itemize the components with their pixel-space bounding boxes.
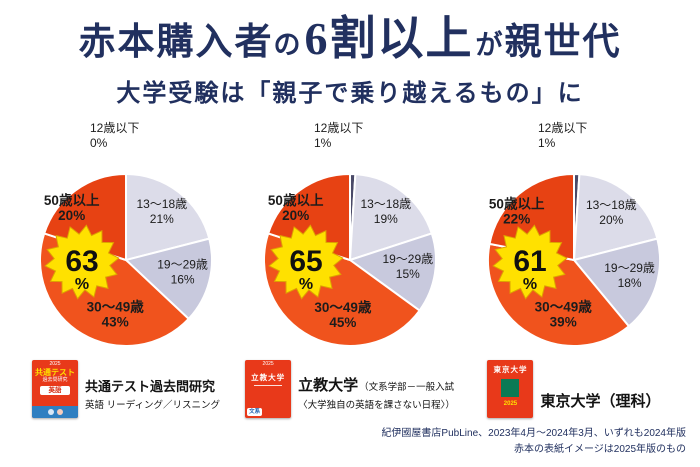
pie-slice-19〜29歳: [572, 237, 661, 328]
title-segment-3: 6割以上: [304, 13, 474, 64]
book-year-label: 2025: [49, 361, 61, 368]
pie-chart-3: 61% 12歳以下 1% 13〜18歳 20% 19〜29歳 18% 30〜49歳 39% 50歳…: [487, 121, 661, 348]
highlight-percent-value: 63: [65, 245, 98, 278]
pie-label-12歳以下: 12歳以下 0%: [90, 121, 139, 150]
highlight-burst: [44, 224, 120, 300]
caption-subtitle-2: 〈大学独自の英語を課さない日程〉）: [298, 400, 455, 412]
highlight-percent-value: 61: [513, 245, 546, 278]
pie-slice-13〜18歳: [125, 173, 211, 262]
pie-slice-13〜18歳: [572, 173, 659, 262]
source-line-1: 紀伊國屋書店PubLine、2023年4月〜2024年3月、いずれも2024年版: [381, 428, 686, 439]
caption-text: 東京大学（理科）: [540, 390, 660, 418]
book-dot-icon: [56, 409, 63, 416]
book-subject-badge: 英語: [40, 386, 70, 396]
book-subtitle-label: 過去問研究: [42, 377, 68, 384]
book-divider: [254, 385, 283, 387]
highlight-percent-sign: %: [75, 276, 89, 293]
pie-label-12歳以下: 12歳以下 1%: [314, 121, 363, 150]
pie-slice-19〜29歳: [123, 237, 214, 321]
title-segment-2: の: [273, 30, 303, 60]
book-title-label: 東京大学: [493, 365, 528, 375]
pie-label-30〜49歳: 30〜49歳 43%: [87, 299, 145, 330]
chart-caption-1: 2025 共通テスト 過去問研究 英語 共通テスト過去問研究 英語 リーディング／リスニン…: [32, 354, 220, 419]
book-dot-icon: [47, 409, 54, 416]
header: 赤本購入者の6割以上が親世代 大学受験は「親子で乗り越えるもの」に: [0, 0, 700, 108]
title-segment-4: が: [475, 30, 505, 60]
pie-label-19〜29歳: 19〜29歳 15%: [382, 252, 433, 281]
highlight-burst: [492, 224, 568, 300]
highlight-percent-value: 65: [289, 245, 322, 278]
pie-label-13〜18歳: 13〜18歳 20%: [586, 198, 637, 227]
caption-text: 共通テスト過去問研究英語 リーディング／リスニング: [85, 376, 220, 418]
pie-label-30〜49歳: 30〜49歳 45%: [314, 299, 372, 330]
pie-label-19〜29歳: 19〜29歳 18%: [604, 261, 655, 290]
book-title-label: 立教大学: [251, 373, 286, 383]
pie-chart-2: 65% 12歳以下 1% 13〜18歳 19% 19〜29歳 15% 30〜49歳 45% 50歳…: [263, 121, 437, 348]
book-green-emblem: [501, 379, 520, 398]
pie-chart-1: 63% 12歳以下 0% 13〜18歳 21% 19〜29歳 16% 30〜49歳 43% 50歳…: [39, 121, 214, 348]
chart-caption-2: 2025 立教大学 文系 立教大学（文系学部－一般入試 〈大学独自の英語を課さない日程〉…: [245, 354, 455, 419]
highlight-burst: [268, 224, 344, 300]
source-line-2: 赤本の表紙イメージは2025年版のもの: [513, 444, 686, 455]
source-note: 紀伊國屋書店PubLine、2023年4月〜2024年3月、いずれも2024年版…: [381, 426, 686, 458]
title-segment-5: 親世代: [504, 22, 622, 63]
pie-label-19〜29歳: 19〜29歳 16%: [157, 258, 208, 287]
chart-column-1: 63% 12歳以下 0% 13〜18歳 21% 19〜29歳 16% 30〜49歳 43% 50歳…: [19, 110, 233, 419]
book-cover-3: 東京大学 2025: [487, 360, 534, 419]
book-bottom-band: [32, 406, 78, 419]
caption-title: 共通テスト過去問研究: [85, 379, 216, 395]
caption-subtitle: （文系学部－一般入試: [359, 382, 455, 394]
book-cover-2: 2025 立教大学文系: [245, 360, 292, 419]
caption-title: 東京大学（理科）: [540, 393, 661, 411]
book-year-label: 2025: [503, 401, 518, 408]
pie-slice-13〜18歳: [348, 173, 434, 262]
highlight-percent-sign: %: [523, 276, 537, 293]
page-title: 赤本購入者の6割以上が親世代: [0, 13, 700, 64]
book-year-label: 2025: [262, 361, 274, 368]
chart-column-3: 61% 12歳以下 1% 13〜18歳 20% 19〜29歳 18% 30〜49歳 39% 50歳…: [467, 110, 681, 419]
charts-row: 63% 12歳以下 0% 13〜18歳 21% 19〜29歳 16% 30〜49歳 43% 50歳…: [0, 108, 700, 419]
page-subtitle: 大学受験は「親子で乗り越えるもの」に: [116, 81, 584, 108]
chart-column-2: 65% 12歳以下 1% 13〜18歳 19% 19〜29歳 15% 30〜49歳 45% 50歳…: [243, 110, 457, 419]
title-segment-1: 赤本購入者: [78, 22, 274, 63]
caption-title: 立教大学: [298, 377, 359, 395]
caption-line: 立教大学（文系学部－一般入試: [298, 374, 455, 395]
caption-subtitle: 英語 リーディング／リスニング: [85, 400, 220, 412]
pie-label-12歳以下: 12歳以下 1%: [538, 121, 587, 150]
book-title-label: 共通テスト: [35, 368, 75, 378]
book-cover-1: 2025 共通テスト 過去問研究英語: [32, 360, 78, 419]
pie-label-50歳以上: 50歳以上 22%: [489, 196, 545, 227]
book-stream-badge: 文系: [247, 408, 263, 417]
pie-label-30〜49歳: 30〜49歳 39%: [535, 299, 593, 330]
pie-label-13〜18歳: 13〜18歳 19%: [360, 197, 411, 226]
highlight-percent-sign: %: [299, 276, 313, 293]
caption-text: 立教大学（文系学部－一般入試〈大学独自の英語を課さない日程〉）: [298, 374, 455, 418]
pie-slice-19〜29歳: [347, 232, 437, 313]
pie-label-13〜18歳: 13〜18歳 21%: [136, 197, 187, 226]
pie-label-50歳以上: 50歳以上 20%: [44, 192, 100, 223]
pie-label-50歳以上: 50歳以上 20%: [268, 192, 324, 223]
chart-caption-3: 東京大学 2025 東京大学（理科）: [487, 354, 661, 419]
